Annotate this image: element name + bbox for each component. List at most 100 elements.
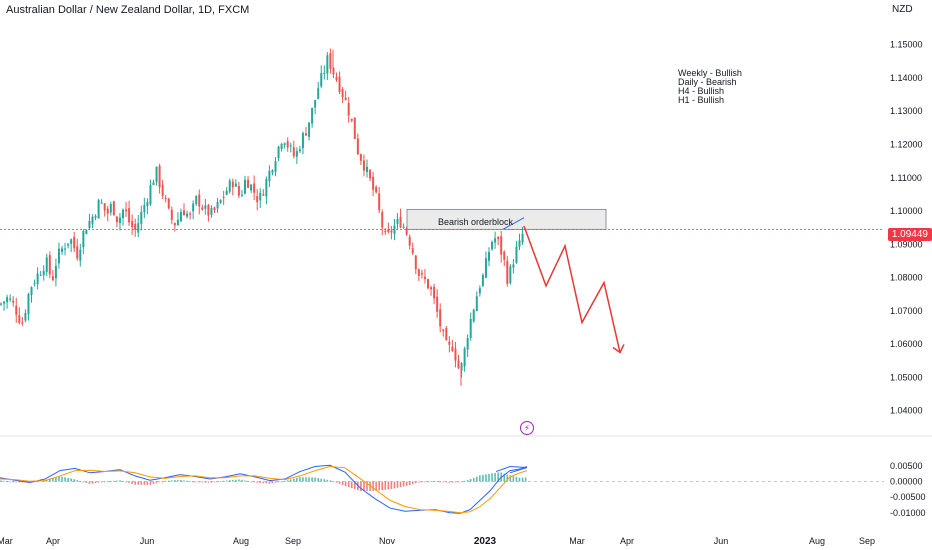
candle-body[interactable] xyxy=(256,196,259,203)
candle-body[interactable] xyxy=(445,328,448,341)
candle-body[interactable] xyxy=(76,246,79,259)
candle-body[interactable] xyxy=(91,216,94,224)
candle-body[interactable] xyxy=(329,53,332,69)
candle-body[interactable] xyxy=(372,176,375,190)
candle-body[interactable] xyxy=(335,76,338,80)
candle-body[interactable] xyxy=(521,233,524,243)
candle-body[interactable] xyxy=(189,213,192,215)
candle-body[interactable] xyxy=(94,216,97,218)
candle-body[interactable] xyxy=(384,230,387,233)
candle-body[interactable] xyxy=(228,180,231,192)
candle-body[interactable] xyxy=(118,217,121,223)
candle-body[interactable] xyxy=(131,221,134,228)
candle-body[interactable] xyxy=(308,122,311,137)
candle-body[interactable] xyxy=(64,248,67,250)
lightning-alert-icon[interactable]: ⚡ xyxy=(520,421,534,435)
candle-body[interactable] xyxy=(314,100,317,108)
trendline[interactable] xyxy=(502,217,525,230)
candle-body[interactable] xyxy=(54,265,57,279)
candle-body[interactable] xyxy=(15,305,18,315)
candle-body[interactable] xyxy=(39,274,42,276)
candle-body[interactable] xyxy=(106,208,109,214)
candle-body[interactable] xyxy=(128,208,131,223)
candle-body[interactable] xyxy=(317,88,320,99)
candle-body[interactable] xyxy=(21,322,24,324)
candle-body[interactable] xyxy=(213,207,216,211)
candle-body[interactable] xyxy=(42,270,45,276)
candle-body[interactable] xyxy=(341,89,344,97)
candle-body[interactable] xyxy=(61,248,63,252)
candle-body[interactable] xyxy=(344,97,347,100)
candle-body[interactable] xyxy=(362,160,365,171)
candle-body[interactable] xyxy=(79,249,82,261)
candle-body[interactable] xyxy=(51,276,54,281)
candle-body[interactable] xyxy=(247,180,250,188)
candle-body[interactable] xyxy=(500,236,503,255)
candle-body[interactable] xyxy=(186,213,189,217)
candle-body[interactable] xyxy=(430,287,433,290)
candle-body[interactable] xyxy=(250,184,253,191)
candle-body[interactable] xyxy=(231,181,234,188)
candle-body[interactable] xyxy=(192,203,195,212)
candle-body[interactable] xyxy=(82,231,85,248)
candle-body[interactable] xyxy=(170,209,173,220)
candle-body[interactable] xyxy=(173,223,176,226)
candle-body[interactable] xyxy=(402,226,405,228)
candle-body[interactable] xyxy=(478,288,481,294)
candle-body[interactable] xyxy=(423,276,426,280)
candle-body[interactable] xyxy=(439,309,442,327)
macd-line[interactable] xyxy=(0,464,528,514)
candle-body[interactable] xyxy=(454,348,457,361)
candle-body[interactable] xyxy=(375,186,378,193)
candle-body[interactable] xyxy=(448,341,451,345)
candle-body[interactable] xyxy=(122,209,124,219)
candle-body[interactable] xyxy=(277,146,280,159)
candle-body[interactable] xyxy=(515,246,518,263)
orderblock-rect[interactable] xyxy=(406,208,607,230)
candle-body[interactable] xyxy=(433,286,436,299)
candle-body[interactable] xyxy=(356,138,359,155)
candle-body[interactable] xyxy=(414,255,417,270)
candle-body[interactable] xyxy=(451,346,454,351)
candle-body[interactable] xyxy=(48,255,51,275)
candle-body[interactable] xyxy=(183,210,185,216)
candle-body[interactable] xyxy=(30,287,33,296)
candle-body[interactable] xyxy=(88,220,91,228)
candle-body[interactable] xyxy=(350,118,353,121)
candle-body[interactable] xyxy=(198,194,201,207)
candle-body[interactable] xyxy=(472,309,475,322)
candle-body[interactable] xyxy=(271,170,274,173)
candle-body[interactable] xyxy=(85,230,88,235)
candle-body[interactable] xyxy=(420,273,423,275)
candle-body[interactable] xyxy=(503,251,506,260)
candle-body[interactable] xyxy=(152,182,155,185)
candle-body[interactable] xyxy=(457,360,460,369)
candle-body[interactable] xyxy=(484,258,487,278)
candle-body[interactable] xyxy=(436,296,439,312)
candle-body[interactable] xyxy=(366,166,368,172)
candle-body[interactable] xyxy=(369,170,372,179)
candle-body[interactable] xyxy=(411,248,414,254)
candle-body[interactable] xyxy=(311,107,314,124)
macd-drawing[interactable] xyxy=(495,466,528,474)
candle-body[interactable] xyxy=(70,239,73,244)
candle-body[interactable] xyxy=(103,203,106,211)
candle-body[interactable] xyxy=(338,76,341,92)
candle-body[interactable] xyxy=(494,238,497,243)
candle-body[interactable] xyxy=(326,55,329,74)
candle-body[interactable] xyxy=(387,228,390,232)
candle-body[interactable] xyxy=(390,230,393,233)
candle-body[interactable] xyxy=(33,283,36,285)
candle-body[interactable] xyxy=(24,313,27,321)
candle-body[interactable] xyxy=(381,211,384,228)
candle-body[interactable] xyxy=(134,223,137,230)
candle-body[interactable] xyxy=(320,73,323,87)
candle-body[interactable] xyxy=(222,197,225,199)
candle-body[interactable] xyxy=(393,225,396,234)
candle-body[interactable] xyxy=(399,216,402,228)
candle-body[interactable] xyxy=(158,165,161,188)
candle-body[interactable] xyxy=(289,145,292,147)
projection-path[interactable] xyxy=(523,225,625,354)
candle-body[interactable] xyxy=(240,194,243,196)
candle-body[interactable] xyxy=(125,209,128,212)
